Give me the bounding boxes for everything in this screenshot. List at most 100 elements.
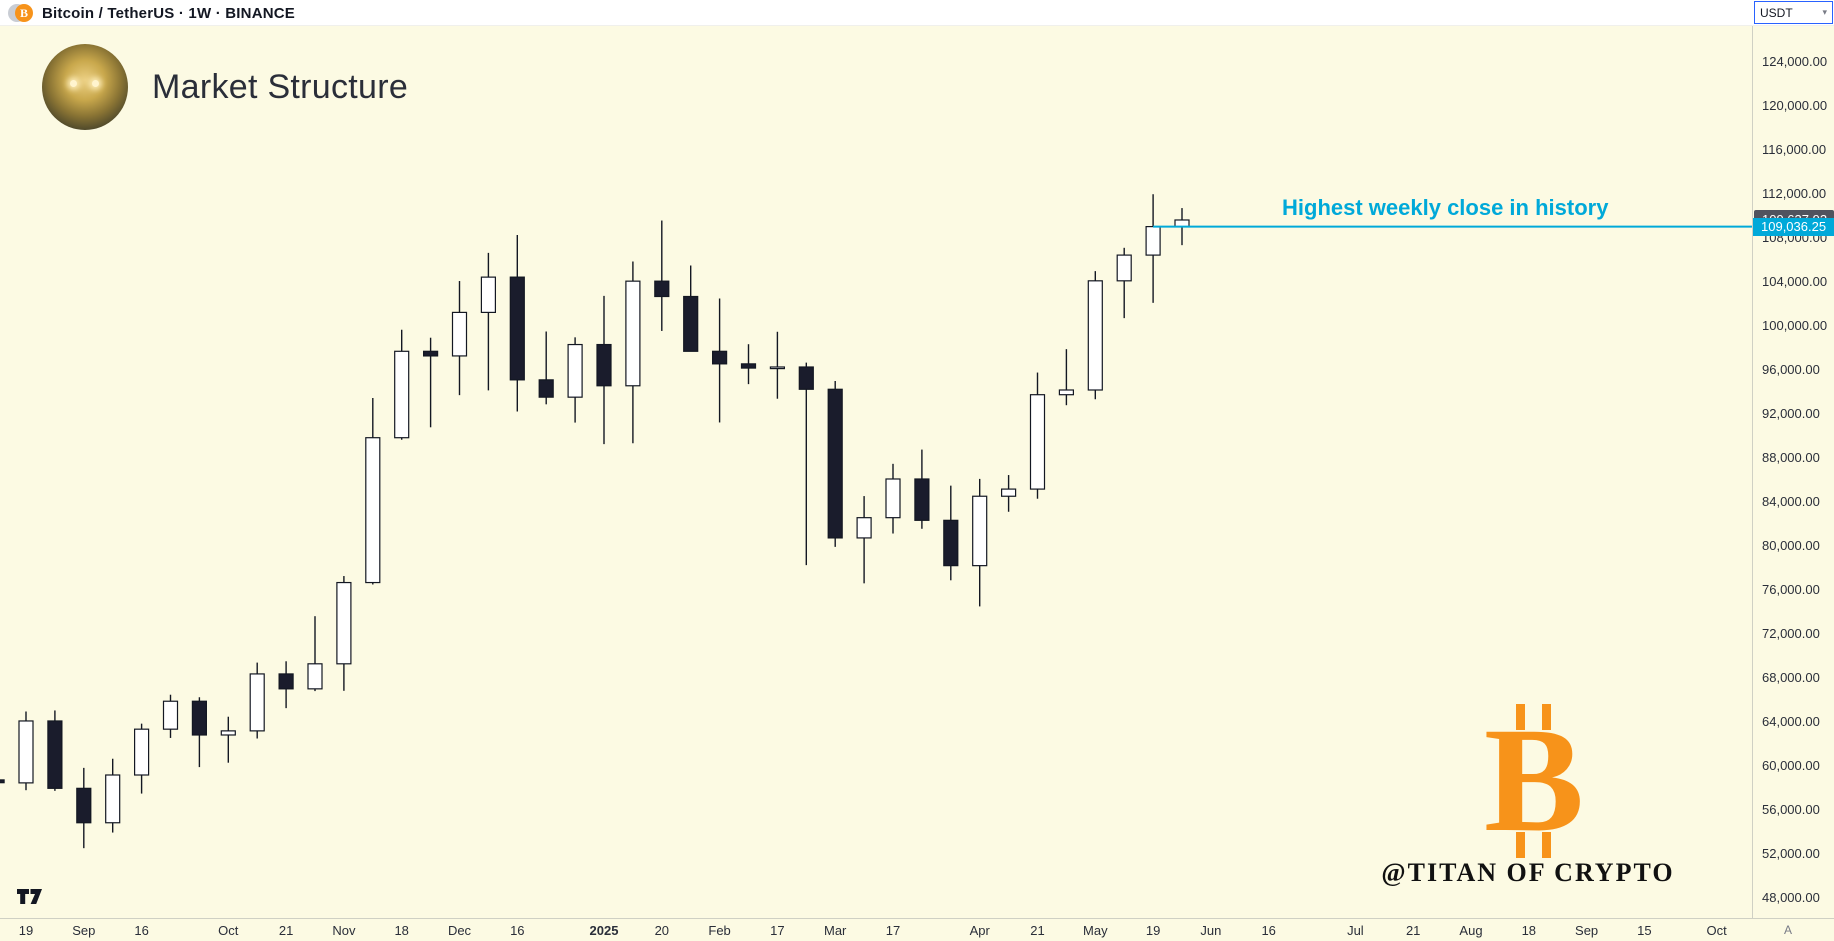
time-tick-label: May <box>1083 923 1108 938</box>
time-tick-label: Dec <box>447 923 472 938</box>
price-tick-label: 64,000.00 <box>1762 714 1820 729</box>
time-tick-label: Sep <box>72 923 96 938</box>
bitcoin-bar <box>1542 832 1551 858</box>
price-tick-label: 52,000.00 <box>1762 846 1820 861</box>
bitcoin-bar <box>1542 704 1551 730</box>
price-line-label[interactable]: 109,036.25 <box>1753 218 1834 236</box>
candle-body <box>0 779 5 784</box>
currency-selector[interactable]: USDT ▾ <box>1754 1 1833 24</box>
price-tick-label: 92,000.00 <box>1762 406 1820 421</box>
candle-body <box>972 495 988 567</box>
candle-body <box>249 673 265 732</box>
chart-title[interactable]: Market Structure <box>152 67 409 106</box>
price-tick-label: 60,000.00 <box>1762 758 1820 773</box>
time-tick-label: Oct <box>218 923 239 938</box>
price-tick-label: 80,000.00 <box>1762 538 1820 553</box>
time-tick-label: Feb <box>708 923 731 938</box>
candle-body <box>885 478 901 519</box>
time-axis[interactable]: 19 Sep 16 Oct 21 Nov 18 Dec 16 2025 20 Feb 17 Mar 17 Ap… <box>0 918 1834 941</box>
time-tick-label: 16 <box>134 923 149 938</box>
chevron-down-icon: ▾ <box>1822 7 1827 17</box>
time-tick-label: 21 <box>1030 923 1045 938</box>
candle-body <box>1029 394 1046 490</box>
candle-body <box>76 787 92 824</box>
price-tick-label: 48,000.00 <box>1762 890 1820 905</box>
top-toolbar: B Bitcoin / TetherUS · 1W · BINANCE USDT… <box>0 0 1834 26</box>
price-tick-label: 120,000.00 <box>1762 98 1828 113</box>
candle-body <box>711 350 728 365</box>
candle-body <box>1058 389 1075 396</box>
price-tick-label: 124,000.00 <box>1762 54 1828 69</box>
auto-scale-label[interactable]: A <box>1784 923 1793 937</box>
candle-body <box>1087 280 1103 391</box>
candle-body <box>654 280 670 298</box>
price-tick-label: 100,000.00 <box>1762 318 1828 333</box>
candle-body <box>1000 488 1017 497</box>
candle-body <box>480 276 496 314</box>
chart-canvas[interactable] <box>0 0 1752 918</box>
candle-body <box>47 720 63 789</box>
annotation-highest-close[interactable]: Highest weekly close in history <box>1282 195 1609 220</box>
time-tick-label: 19 <box>1145 923 1161 938</box>
candle-body <box>740 363 757 369</box>
price-tick-label: 76,000.00 <box>1762 582 1820 597</box>
time-tick-label: 16 <box>1261 923 1276 938</box>
candle-body <box>134 728 150 776</box>
time-tick-label: 18 <box>1521 923 1537 938</box>
price-tick-label: 88,000.00 <box>1762 450 1820 465</box>
candle-body <box>18 720 34 784</box>
price-tick-label: 84,000.00 <box>1762 494 1820 509</box>
candle-body <box>683 295 699 352</box>
time-tick-label: 16 <box>510 923 525 938</box>
candle-body <box>856 517 872 539</box>
candle-body <box>365 437 381 584</box>
bitcoin-bar <box>1516 704 1525 730</box>
price-tick-label: 112,000.00 <box>1762 186 1827 201</box>
time-tick-label: Mar <box>823 923 847 938</box>
pair-logo: B <box>8 3 36 23</box>
time-tick-label: Jul <box>1347 923 1364 938</box>
currency-label: USDT <box>1760 5 1793 20</box>
candle-body <box>914 478 930 521</box>
bitcoin-logo-icon: B <box>15 4 33 22</box>
time-tick-label: Sep <box>1575 923 1599 938</box>
symbol-title: Bitcoin / TetherUS · 1W · BINANCE <box>42 4 295 22</box>
time-tick-label: Nov <box>332 923 356 938</box>
time-tick-label: 21 <box>278 923 294 938</box>
price-axis[interactable]: 124,000.00 120,000.00 116,000.00 112,000.00… <box>1752 0 1834 918</box>
candle-body <box>943 519 959 567</box>
candle-body <box>509 276 525 381</box>
time-tick-label: Oct <box>1706 923 1727 938</box>
candle-body <box>336 581 352 665</box>
candle-body <box>798 366 814 390</box>
candle-body <box>105 774 121 824</box>
avatar <box>42 44 128 130</box>
watermark-handle: @TITAN OF CRYPTO <box>1381 858 1675 887</box>
author-brand: Market Structure <box>42 44 408 130</box>
time-tick-label: 17 <box>770 923 785 938</box>
tradingview-logo[interactable] <box>16 888 43 910</box>
time-tick-label: 19 <box>18 923 34 938</box>
bitcoin-letter: B <box>1483 697 1585 863</box>
avatar-glow-eye <box>70 80 77 87</box>
candle-body <box>596 343 612 387</box>
candle-body <box>451 311 468 357</box>
candle-body <box>1116 254 1132 282</box>
time-tick-label: 17 <box>885 923 901 938</box>
time-tick-label: Aug <box>1459 923 1483 938</box>
symbol-info[interactable]: B Bitcoin / TetherUS · 1W · BINANCE <box>8 2 295 24</box>
candle-body <box>191 700 207 736</box>
candle-body <box>827 388 843 539</box>
time-tick-label: Apr <box>969 923 990 938</box>
price-tick-label: 116,000.00 <box>1762 142 1827 157</box>
price-tick-label: 72,000.00 <box>1762 626 1820 641</box>
time-tick-label: 21 <box>1405 923 1421 938</box>
candle-body <box>394 350 410 439</box>
time-tick-label: 2025 <box>589 923 619 938</box>
bitcoin-bar <box>1516 832 1525 858</box>
candle-body <box>307 663 323 690</box>
time-tick-label: Jun <box>1200 923 1222 938</box>
candle-body <box>423 350 439 357</box>
time-tick-label: 15 <box>1637 923 1652 938</box>
price-tick-label: 68,000.00 <box>1762 670 1820 685</box>
